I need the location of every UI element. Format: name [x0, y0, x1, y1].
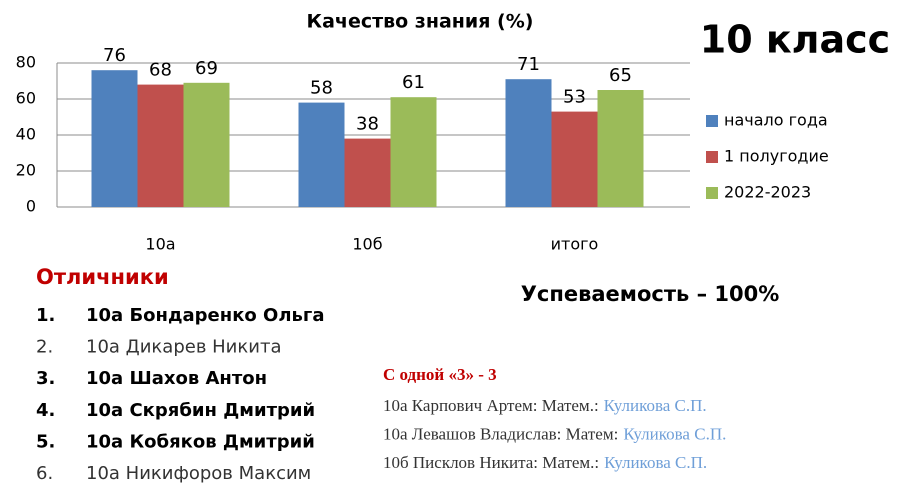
- student: 10б Писклов Никита: Матем.:: [383, 453, 599, 472]
- value-label: 65: [609, 65, 632, 86]
- bar: [597, 90, 644, 207]
- honor-name: 10а Дикарев Никита: [86, 337, 281, 358]
- honor-name: 10а Кобяков Дмитрий: [86, 431, 315, 452]
- student-line: 10а Карпович Артем: Матем.: Куликова С.П.: [383, 396, 707, 415]
- x-tick-label: итого: [551, 235, 599, 254]
- progress: Успеваемость – 100%: [521, 282, 780, 306]
- honor-name: 10а Шахов Антон: [86, 368, 267, 389]
- honor-number: 4.: [36, 400, 55, 421]
- y-tick-label: 60: [16, 89, 36, 108]
- one-three-title: С одной «3» - 3: [383, 365, 497, 384]
- value-label: 68: [149, 60, 172, 81]
- legend-swatch: [706, 115, 718, 127]
- legend-label: 1 полугодие: [724, 147, 829, 166]
- y-tick-label: 40: [16, 125, 36, 144]
- legend-swatch: [706, 187, 718, 199]
- value-label: 38: [356, 114, 379, 135]
- x-tick-label: 10б: [352, 235, 382, 254]
- x-tick-label: 10а: [145, 235, 175, 254]
- honor-number: 3.: [36, 368, 55, 389]
- student-line: 10б Писклов Никита: Матем.: Куликова С.П.: [383, 453, 707, 472]
- bar: [137, 84, 184, 207]
- value-label: 58: [310, 78, 333, 99]
- student: 10а Левашов Владислав: Матем:: [383, 424, 618, 443]
- teacher: Куликова С.П.: [604, 453, 707, 472]
- legend-label: 2022-2023: [724, 183, 811, 202]
- y-tick-label: 80: [16, 53, 36, 72]
- bar: [551, 111, 598, 207]
- honor-number: 5.: [36, 431, 55, 452]
- student: 10а Карпович Артем: Матем.:: [383, 396, 599, 415]
- honor-name: 10а Никифоров Максим: [86, 463, 311, 483]
- bar: [183, 82, 230, 207]
- value-label: 61: [402, 72, 425, 93]
- honor-number: 6.: [36, 463, 53, 483]
- value-label: 69: [195, 58, 218, 79]
- bar: [390, 97, 437, 207]
- heading: 10 класс: [700, 18, 890, 62]
- value-label: 53: [563, 87, 586, 108]
- bar: [91, 70, 138, 207]
- bar: [344, 138, 391, 207]
- honor-name: 10а Бондаренко Ольга: [86, 305, 324, 326]
- legend-label: начало года: [724, 111, 828, 130]
- bar: [505, 79, 552, 207]
- value-label: 76: [103, 45, 126, 66]
- honor-number: 1.: [36, 305, 55, 326]
- y-tick-label: 20: [16, 161, 36, 180]
- teacher: Куликова С.П.: [604, 396, 707, 415]
- honors-title: Отличники: [36, 265, 169, 289]
- legend-swatch: [706, 151, 718, 163]
- y-tick-label: 0: [26, 197, 36, 216]
- teacher: Куликова С.П.: [623, 424, 726, 443]
- chart-title: Качество знания (%): [307, 11, 534, 33]
- honor-number: 2.: [36, 337, 53, 358]
- bar: [298, 102, 345, 207]
- student-line: 10а Левашов Владислав: Матем: Куликова С.…: [383, 424, 726, 443]
- value-label: 71: [517, 54, 540, 75]
- honor-name: 10а Скрябин Дмитрий: [86, 400, 315, 421]
